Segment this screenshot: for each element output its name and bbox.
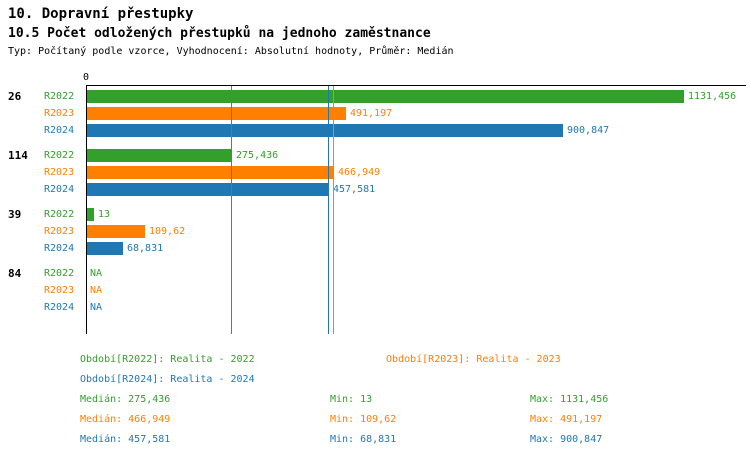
bar-cell: NA xyxy=(86,267,750,280)
bar-value-label: 457,581 xyxy=(333,184,376,195)
bar-row: R2023 466,949 xyxy=(8,164,750,181)
bar-value-label: 68,831 xyxy=(127,243,164,254)
bar-R2022 xyxy=(87,208,94,221)
median-line-R2022 xyxy=(231,86,232,334)
group-label: 114 xyxy=(8,149,28,162)
bar-group-114: 114 R2022 275,436 R2023 466,949 R2024 457,581 xyxy=(8,147,750,198)
bar-cell: NA xyxy=(86,301,750,314)
bar-cell: 491,197 xyxy=(86,107,750,120)
legend-row-1: Období[R2022]: Realita - 2022 Období[R20… xyxy=(80,350,750,370)
series-label: R2023 xyxy=(44,167,75,178)
bar-value-label: NA xyxy=(90,302,103,313)
series-label: R2022 xyxy=(44,209,75,220)
legend-entry-r2022: Období[R2022]: Realita - 2022 xyxy=(80,354,255,365)
chart-subtitle: 10.5 Počet odložených přestupků na jedno… xyxy=(8,26,431,41)
bar-value-label: 275,436 xyxy=(236,150,279,161)
bar-row: 39 R2022 13 xyxy=(8,206,750,223)
series-label: R2024 xyxy=(44,243,75,254)
bar-row: R2024 457,581 xyxy=(8,181,750,198)
bar-cell: 13 xyxy=(86,208,750,221)
bar-row: R2023 491,197 xyxy=(8,105,750,122)
median-line-R2024 xyxy=(328,86,329,334)
min-r2022: Min: 13 xyxy=(330,394,373,405)
axis-vertical-line xyxy=(86,85,87,334)
bar-cell: 68,831 xyxy=(86,242,750,255)
bar-cell: NA xyxy=(86,284,750,297)
bar-row: 114 R2022 275,436 xyxy=(8,147,750,164)
bar-row: R2023 NA xyxy=(8,282,750,299)
bar-chart: 0 26 R2022 1131,456 R2023 491,197 R2024 900,84… xyxy=(0,71,750,334)
median-r2023: Medián: 466,949 xyxy=(80,414,171,425)
chart-header: 10. Dopravní přestupky 10.5 Počet odlože… xyxy=(0,0,750,59)
plot-area: 26 R2022 1131,456 R2023 491,197 R2024 900,847 1… xyxy=(8,85,750,334)
axis-top-line xyxy=(86,85,746,86)
chart-meta: Typ: Počítaný podle vzorce, Vyhodnocení:… xyxy=(8,46,454,57)
min-r2023: Min: 109,62 xyxy=(330,414,397,425)
bar-cell: 466,949 xyxy=(86,166,750,179)
series-label: R2024 xyxy=(44,184,75,195)
bar-group-26: 26 R2022 1131,456 R2023 491,197 R2024 900,847 xyxy=(8,88,750,139)
bar-R2024 xyxy=(87,183,329,196)
bar-R2023 xyxy=(87,166,334,179)
bar-value-label: 13 xyxy=(98,209,111,220)
legend-entry-r2023: Období[R2023]: Realita - 2023 xyxy=(386,354,561,365)
bar-value-label: 1131,456 xyxy=(688,91,737,102)
bar-R2024 xyxy=(87,242,123,255)
median-r2024: Medián: 457,581 xyxy=(80,434,171,445)
bar-group-84: 84 R2022 NA R2023 NA R2024 NA xyxy=(8,265,750,316)
max-r2024: Max: 900,847 xyxy=(530,434,603,445)
bar-R2022 xyxy=(87,90,684,103)
bar-cell: 1131,456 xyxy=(86,90,750,103)
series-label: R2022 xyxy=(44,268,75,279)
min-r2024: Min: 68,831 xyxy=(330,434,397,445)
group-label: 39 xyxy=(8,208,22,221)
bar-value-label: 466,949 xyxy=(338,167,381,178)
bar-cell: 900,847 xyxy=(86,124,750,137)
bar-value-label: 491,197 xyxy=(350,108,393,119)
chart-title: 10. Dopravní přestupky xyxy=(8,6,194,22)
bar-row: R2024 NA xyxy=(8,299,750,316)
stats-block: Medián: 275,436 Min: 13 Max: 1131,456 Me… xyxy=(0,390,750,450)
stats-row-r2022: Medián: 275,436 Min: 13 Max: 1131,456 xyxy=(80,390,750,410)
bar-group-39: 39 R2022 13 R2023 109,62 R2024 68,831 xyxy=(8,206,750,257)
bar-R2022 xyxy=(87,149,232,162)
median-r2022: Medián: 275,436 xyxy=(80,394,171,405)
series-label: R2024 xyxy=(44,125,75,136)
stats-row-r2023: Medián: 466,949 Min: 109,62 Max: 491,197 xyxy=(80,410,750,430)
median-line-R2023 xyxy=(333,86,334,334)
bar-cell: 457,581 xyxy=(86,183,750,196)
bar-R2024 xyxy=(87,124,563,137)
max-r2022: Max: 1131,456 xyxy=(530,394,609,405)
axis-origin-label: 0 xyxy=(83,72,90,83)
bar-row: 26 R2022 1131,456 xyxy=(8,88,750,105)
legend: Období[R2022]: Realita - 2022 Období[R20… xyxy=(0,350,750,390)
bar-row: 84 R2022 NA xyxy=(8,265,750,282)
bar-R2023 xyxy=(87,225,145,238)
stats-row-r2024: Medián: 457,581 Min: 68,831 Max: 900,847 xyxy=(80,430,750,450)
legend-row-2: Období[R2024]: Realita - 2024 xyxy=(80,370,750,390)
series-label: R2022 xyxy=(44,150,75,161)
series-label: R2023 xyxy=(44,226,75,237)
series-label: R2022 xyxy=(44,91,75,102)
bar-row: R2023 109,62 xyxy=(8,223,750,240)
bar-R2023 xyxy=(87,107,346,120)
series-label: R2023 xyxy=(44,108,75,119)
bar-cell: 109,62 xyxy=(86,225,750,238)
bar-row: R2024 68,831 xyxy=(8,240,750,257)
bar-value-label: 900,847 xyxy=(567,125,610,136)
bar-value-label: 109,62 xyxy=(149,226,186,237)
bar-row: R2024 900,847 xyxy=(8,122,750,139)
legend-entry-r2024: Období[R2024]: Realita - 2024 xyxy=(80,374,255,385)
series-label: R2023 xyxy=(44,285,75,296)
bar-cell: 275,436 xyxy=(86,149,750,162)
max-r2023: Max: 491,197 xyxy=(530,414,603,425)
bar-value-label: NA xyxy=(90,285,103,296)
bar-value-label: NA xyxy=(90,268,103,279)
group-label: 84 xyxy=(8,267,22,280)
group-label: 26 xyxy=(8,90,22,103)
series-label: R2024 xyxy=(44,302,75,313)
